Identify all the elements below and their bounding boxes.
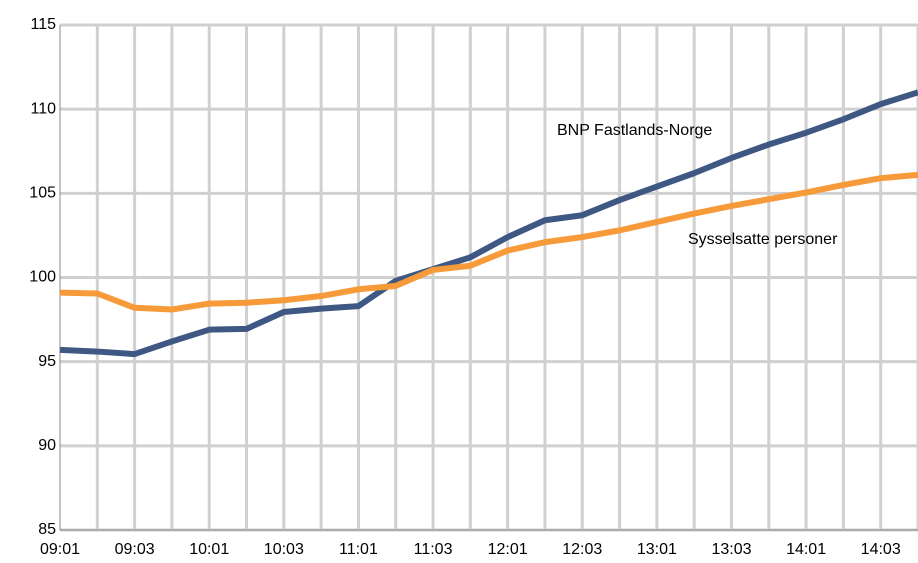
series-line [59, 89, 918, 358]
x-tick-label: 09:01 [40, 541, 80, 558]
y-tick-label: 90 [38, 437, 56, 454]
y-tick-label: 100 [29, 269, 56, 286]
x-tick-label: 12:01 [488, 541, 528, 558]
x-tick-label: 10:01 [189, 541, 229, 558]
x-tick-label: 14:01 [786, 541, 826, 558]
series-label: Sysselsatte personer [688, 231, 838, 248]
x-tick-label: 14:03 [861, 541, 901, 558]
series-label: BNP Fastlands-Norge [557, 122, 712, 139]
x-tick-label: 09:03 [115, 541, 155, 558]
y-tick-label: 95 [38, 353, 56, 370]
x-tick-label: 13:01 [637, 541, 677, 558]
x-tick-label: 11:03 [414, 541, 453, 558]
y-tick-label: 110 [30, 100, 56, 117]
x-tick-label: 12:03 [562, 541, 602, 558]
y-tick-label: 85 [38, 521, 56, 538]
y-tick-label: 105 [29, 185, 56, 202]
x-tick-label: 11:01 [339, 541, 378, 558]
x-tick-label: 10:03 [264, 541, 304, 558]
series-line [59, 171, 918, 313]
x-tick-label: 13:03 [711, 541, 751, 558]
y-tick-label: 115 [30, 16, 56, 33]
